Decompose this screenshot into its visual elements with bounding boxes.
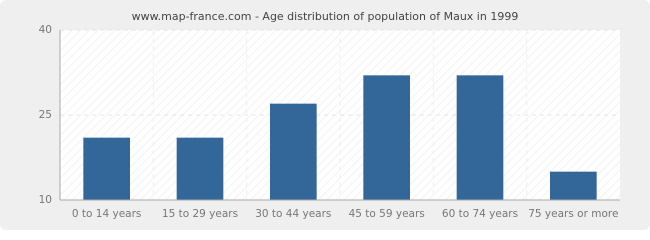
chart: www.map-france.com - Age distribution of… xyxy=(0,0,650,230)
x-tick-label: 30 to 44 years xyxy=(255,208,331,220)
bar xyxy=(363,75,410,200)
y-tick-label: 10 xyxy=(39,194,52,206)
y-tick-label: 40 xyxy=(39,24,52,36)
page: {"chart_data": {"type": "bar", "title": … xyxy=(0,0,650,230)
x-tick-label: 60 to 74 years xyxy=(442,208,518,220)
bar xyxy=(83,137,130,200)
chart-title: www.map-france.com - Age distribution of… xyxy=(132,10,519,23)
x-tick-label: 15 to 29 years xyxy=(162,208,238,220)
bar xyxy=(456,75,504,200)
bar xyxy=(550,171,597,200)
x-tick-label: 45 to 59 years xyxy=(349,208,425,220)
bar xyxy=(176,137,224,200)
x-tick-label: 0 to 14 years xyxy=(72,208,142,220)
bar xyxy=(270,103,317,200)
x-tick-label: 75 years or more xyxy=(528,208,618,220)
y-tick-label: 25 xyxy=(39,109,52,121)
